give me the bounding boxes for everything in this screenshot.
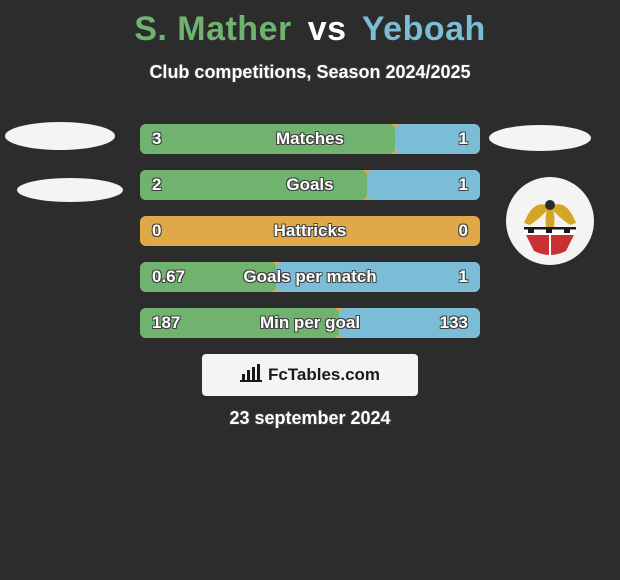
title-player1: S. Mather [134,10,292,48]
club-badge-icon [506,177,594,265]
date-text: 23 september 2024 [0,408,620,429]
stat-label: Matches [140,124,480,154]
infographic-canvas: S. Mather vs Yeboah Club competitions, S… [0,0,620,580]
player2-club-badge [506,177,594,265]
title-player2: Yeboah [362,10,486,48]
subtitle: Club competitions, Season 2024/2025 [0,62,620,83]
page-title: S. Mather vs Yeboah [0,10,620,49]
stat-label: Goals [140,170,480,200]
brand-box: FcTables.com [202,354,418,396]
stat-label: Min per goal [140,308,480,338]
stat-row: 0.671Goals per match [140,262,480,292]
stat-label: Hattricks [140,216,480,246]
player1-photo-ellipse-2 [17,178,123,202]
stat-label: Goals per match [140,262,480,292]
brand-text: FcTables.com [268,365,380,385]
stat-row: 00Hattricks [140,216,480,246]
stat-row: 31Matches [140,124,480,154]
player2-photo-ellipse [489,125,591,151]
player1-photo-ellipse-1 [5,122,115,150]
stat-row: 187133Min per goal [140,308,480,338]
bar-chart-icon [240,364,262,387]
title-vs: vs [308,10,347,48]
stat-row: 21Goals [140,170,480,200]
